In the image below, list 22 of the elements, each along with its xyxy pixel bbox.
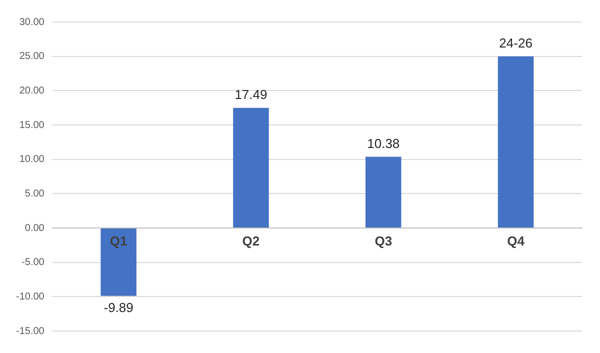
y-tick-label: 5.00 (24, 188, 45, 200)
x-tick-label: Q4 (507, 233, 526, 248)
y-tick-label: -15.00 (16, 326, 45, 337)
y-tick-label: 15.00 (19, 120, 45, 131)
y-tick-label: 25.00 (19, 51, 45, 62)
y-tick-label: 20.00 (19, 85, 45, 96)
bar (366, 156, 402, 228)
bar (498, 56, 534, 228)
x-tick-label: Q1 (110, 233, 128, 248)
y-tick-label: 10.00 (19, 154, 45, 166)
y-tick-label: 30.00 (19, 16, 45, 28)
x-tick-label: Q3 (374, 233, 392, 248)
data-label: 24-26 (499, 35, 532, 50)
y-tick-label: -5.00 (22, 257, 45, 268)
data-label: 17.49 (234, 86, 268, 102)
data-label: 10.38 (367, 136, 400, 151)
data-label: -9.89 (104, 300, 134, 315)
x-tick-label: Q2 (242, 233, 260, 248)
y-tick-label: -10.00 (16, 291, 45, 302)
bar (233, 108, 269, 228)
y-tick-label: 0.00 (24, 222, 45, 234)
bar (100, 228, 136, 296)
